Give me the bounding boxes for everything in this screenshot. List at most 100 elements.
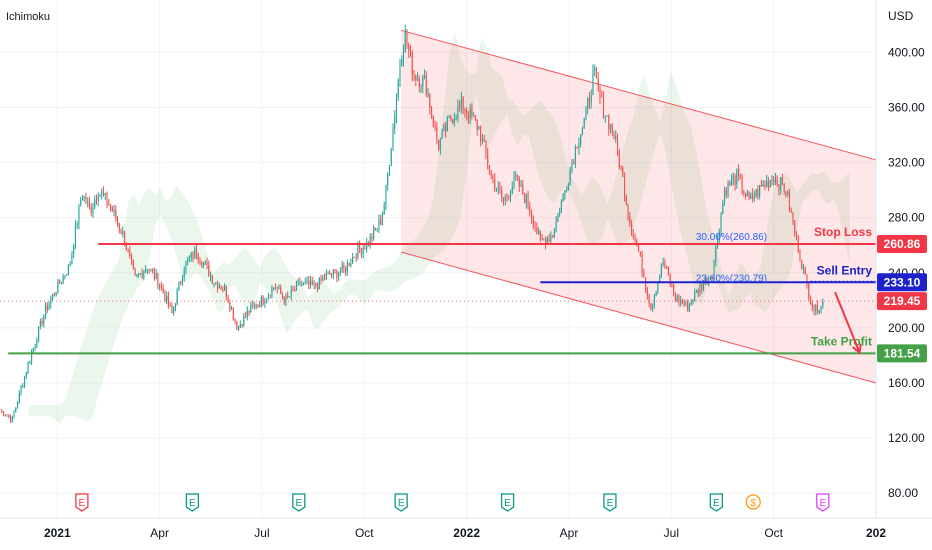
candle <box>53 292 55 297</box>
candle-body <box>25 372 27 377</box>
earnings-marker[interactable]: E <box>709 493 724 512</box>
candle-body <box>22 385 24 388</box>
candle <box>794 220 796 238</box>
earnings-marker[interactable]: E <box>292 493 306 512</box>
candle-body <box>229 302 231 310</box>
candle <box>676 293 678 303</box>
channel-upper-line[interactable] <box>401 29 877 161</box>
fib-levels: 30.00%(260.86) 23.60%(230.79) <box>696 232 767 284</box>
candle-body <box>24 376 26 386</box>
candle-body <box>659 276 661 283</box>
candle <box>369 233 371 249</box>
candle-body <box>778 184 780 190</box>
price-tag: 233.10 <box>877 273 927 292</box>
earnings-marker[interactable]: E <box>500 493 515 512</box>
candle-body <box>397 79 399 98</box>
arrow-head <box>852 343 862 355</box>
candle-body <box>416 78 419 80</box>
candle-body <box>415 75 417 80</box>
candle-body <box>316 286 319 290</box>
candle-body <box>197 254 199 260</box>
candle <box>152 268 154 274</box>
candle <box>211 274 213 285</box>
candle <box>725 187 727 199</box>
descending-channel[interactable] <box>401 29 877 384</box>
projection-arrow[interactable] <box>834 291 862 355</box>
x-tick-label: 202 <box>866 526 886 540</box>
candle <box>260 295 262 308</box>
candle-body <box>59 280 61 284</box>
candle <box>539 230 541 243</box>
candle <box>643 268 645 278</box>
event-markers[interactable]: E E E E E E E $ E <box>75 493 830 512</box>
candle <box>536 222 538 235</box>
candle-body <box>248 310 250 313</box>
candle <box>146 268 148 275</box>
earnings-marker[interactable]: E <box>75 493 89 512</box>
candle <box>116 216 119 228</box>
candle-body <box>271 288 273 297</box>
candle-body <box>492 175 494 179</box>
candle <box>1 408 3 414</box>
time-axis[interactable]: 2021 Apr Jul Oct 2022 Apr Jul Oct 202 <box>0 517 932 540</box>
candle-body <box>608 115 610 130</box>
candle-body <box>341 264 343 272</box>
candle-body <box>383 205 385 215</box>
candle <box>318 277 320 290</box>
candle <box>74 220 76 250</box>
candle-body <box>157 273 159 287</box>
price-axis[interactable]: USD 80.00120.00160.00200.00240.00280.003… <box>875 0 925 518</box>
candle-body <box>639 251 641 255</box>
candle-body <box>57 280 59 293</box>
event-symbol: E <box>79 498 86 509</box>
earnings-marker[interactable]: E <box>394 493 408 512</box>
candle-body <box>441 130 443 139</box>
candle <box>36 337 38 349</box>
candle <box>408 42 410 59</box>
candle <box>341 260 343 273</box>
candle <box>646 286 648 300</box>
candle <box>718 228 720 244</box>
earnings-marker[interactable]: E <box>816 493 830 512</box>
candle <box>350 258 352 268</box>
earnings-marker[interactable]: E <box>603 493 617 512</box>
plot-area[interactable]: 30.00%(260.86) 23.60%(230.79) Stop Loss Se… <box>0 0 877 518</box>
candle-body <box>599 86 601 97</box>
candle-body <box>764 184 766 187</box>
candle <box>623 172 626 202</box>
candle <box>513 170 515 190</box>
trade-levels[interactable] <box>0 243 876 355</box>
candle <box>194 245 196 259</box>
candle-body <box>366 241 368 250</box>
candle-body <box>606 115 608 117</box>
candle <box>466 107 468 121</box>
candle <box>181 274 184 287</box>
candle <box>332 269 334 280</box>
indicator-label[interactable]: Ichimoku <box>6 11 50 23</box>
candle-body <box>443 125 445 131</box>
channel-lower-line[interactable] <box>401 251 877 384</box>
candle-body <box>752 193 754 199</box>
candle-body <box>41 321 43 325</box>
candle <box>2 410 5 417</box>
candle-body <box>690 302 692 305</box>
candle-body <box>713 261 715 279</box>
candle <box>673 283 675 297</box>
candle-body <box>194 248 196 259</box>
candle-body <box>485 141 487 154</box>
candle <box>485 140 487 160</box>
candle <box>585 106 587 121</box>
candle <box>88 196 91 210</box>
candle-body <box>292 289 294 291</box>
candle-body <box>150 268 152 270</box>
earnings-marker[interactable]: E <box>185 493 200 512</box>
candle <box>355 252 357 262</box>
candle <box>373 225 375 241</box>
candle <box>634 233 636 243</box>
candle-body <box>660 264 662 277</box>
candle <box>473 111 475 117</box>
candle <box>650 303 652 311</box>
dividend-marker[interactable]: $ <box>745 494 761 510</box>
candle <box>622 165 624 178</box>
